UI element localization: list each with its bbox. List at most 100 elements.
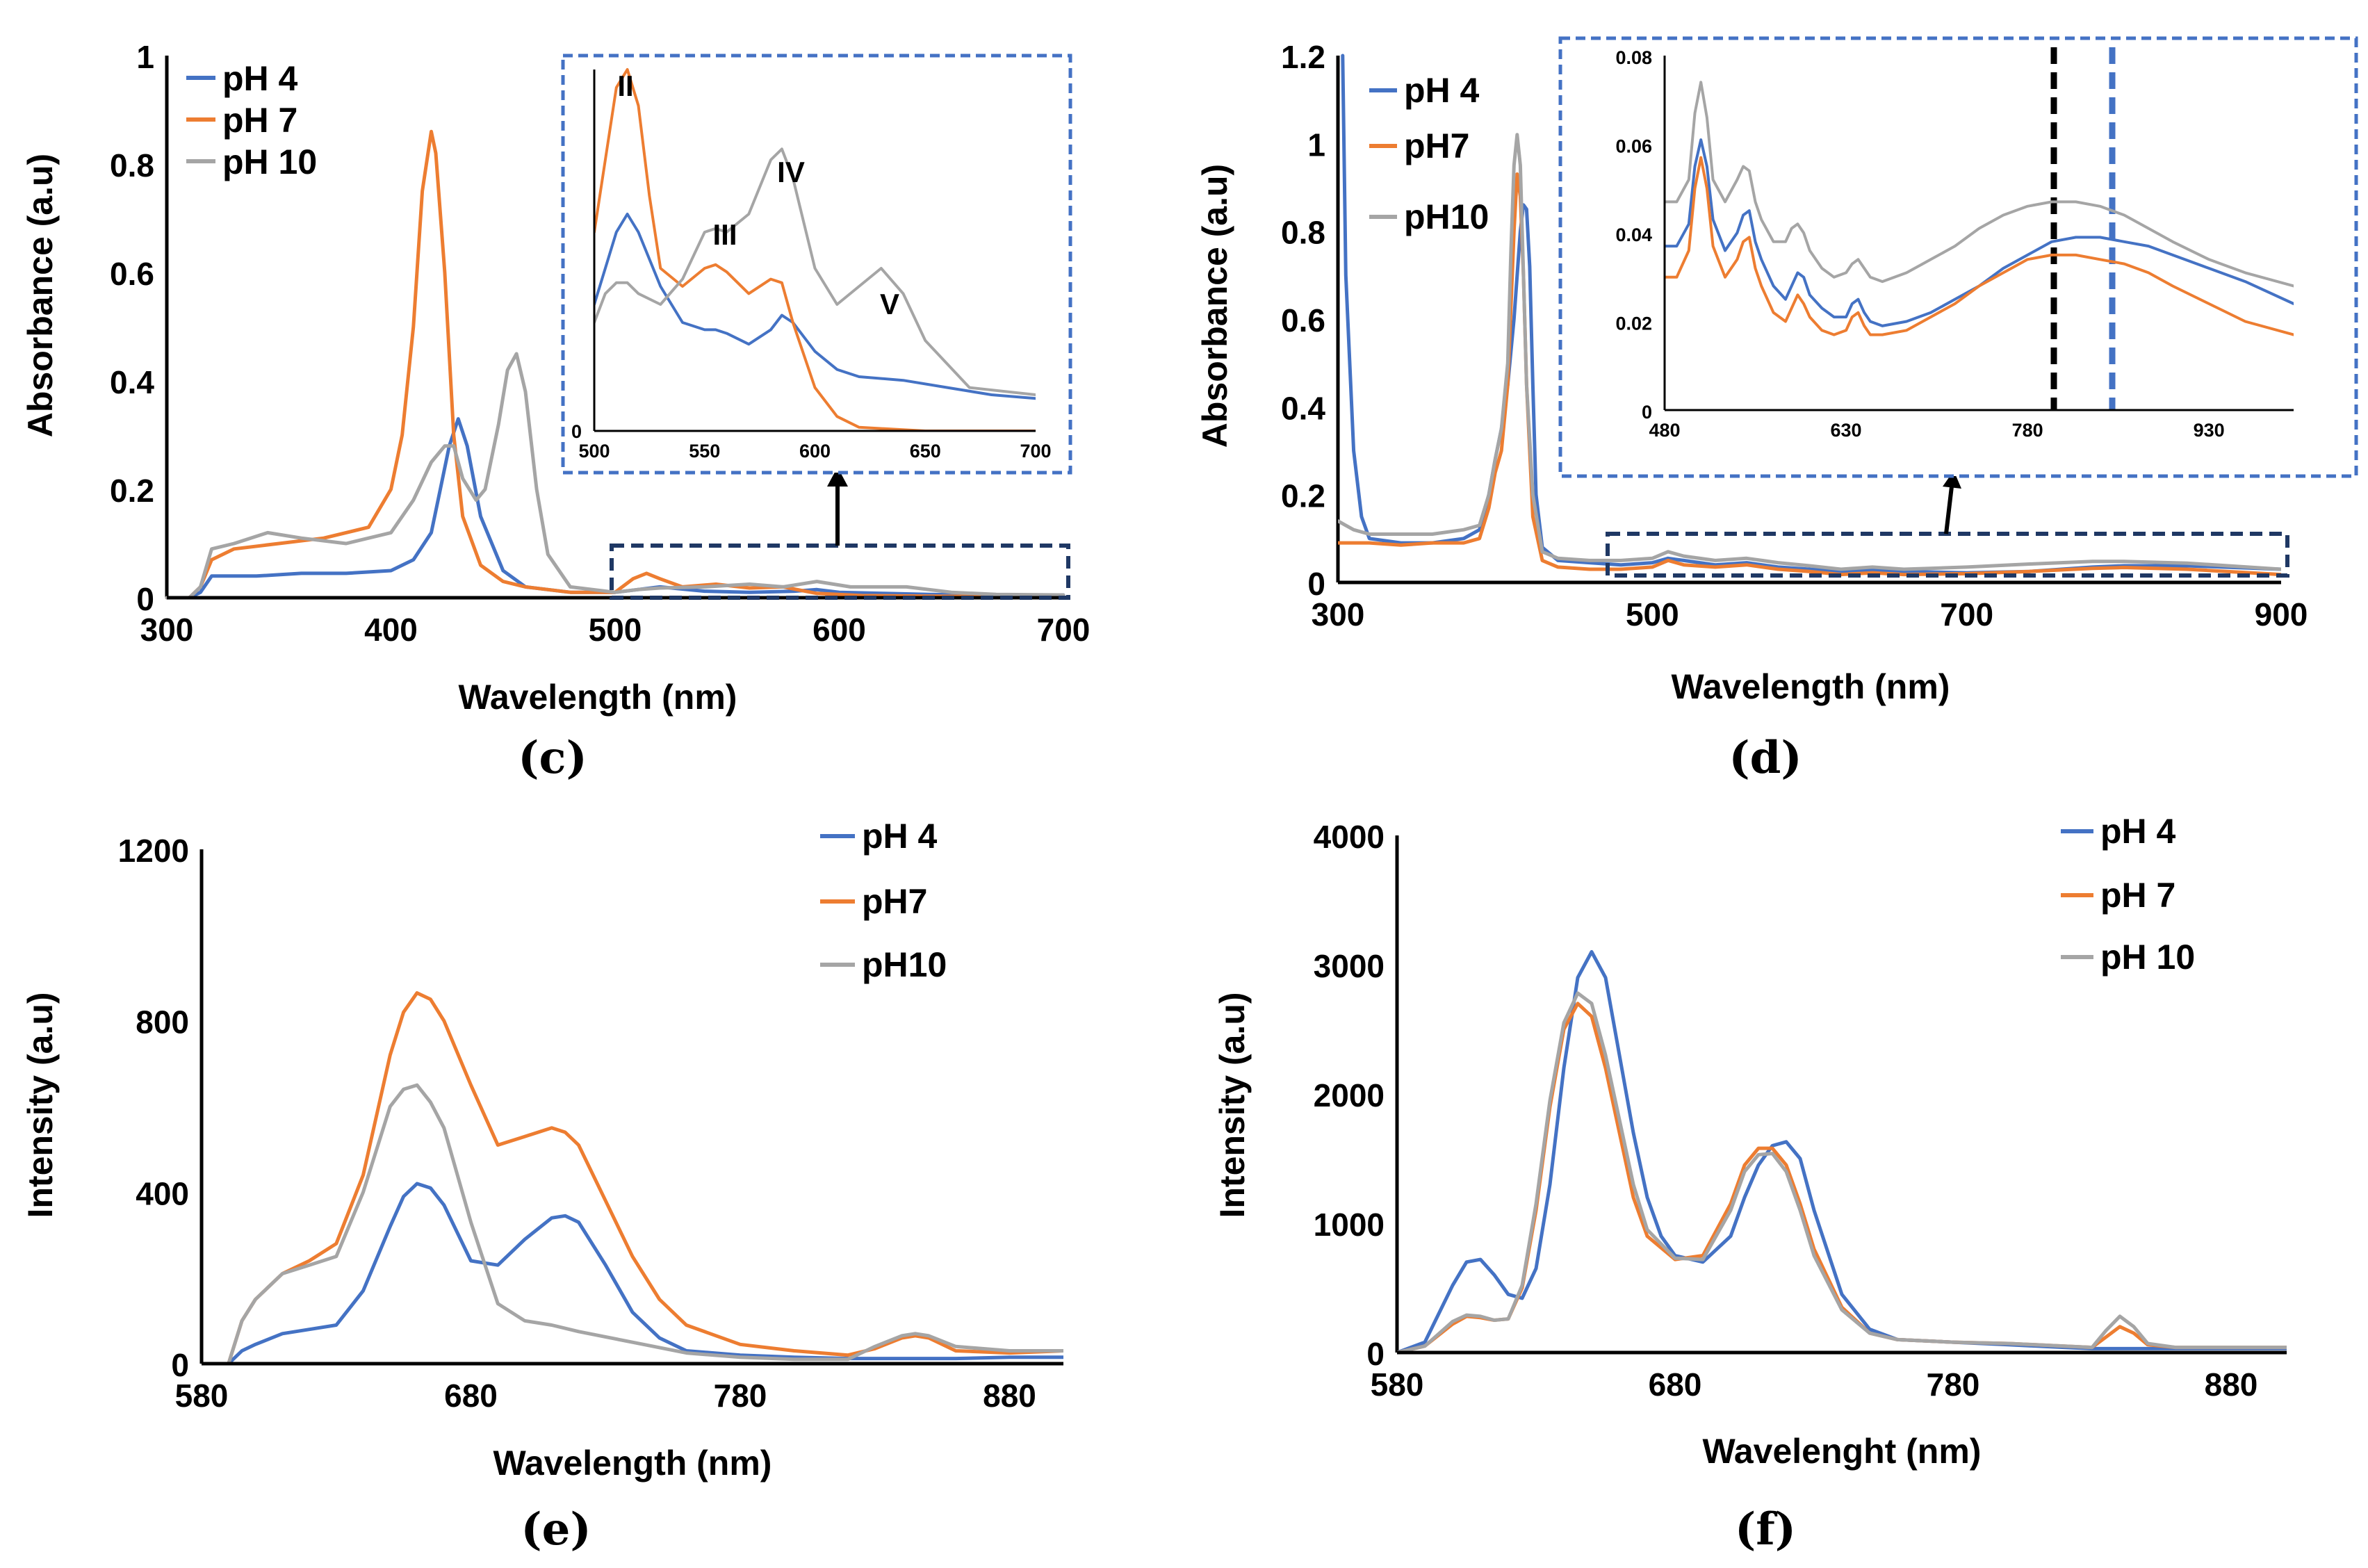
series-line-ph7 <box>1397 1002 2287 1353</box>
legend-label-ph4: pH 4 <box>2100 812 2176 851</box>
x-tick-label: 650 <box>910 441 941 462</box>
panel-d-xlabel: Wavelength (nm) <box>1672 667 1950 706</box>
x-tick-label: 300 <box>1312 596 1365 632</box>
legend-label-ph7: pH7 <box>1404 126 1469 165</box>
series-line-ph10 <box>1338 133 2281 571</box>
y-tick-label: 0.02 <box>1615 313 1652 334</box>
x-tick-label: 300 <box>140 612 194 648</box>
panel-e-legend: pH 4 pH7 pH10 <box>820 817 947 984</box>
series-line-ph10 <box>227 1083 1063 1364</box>
y-tick-label: 0.6 <box>1281 302 1325 338</box>
x-tick-label: 600 <box>813 612 866 648</box>
series-line-ph4 <box>1397 949 2287 1353</box>
panel-e-xlabel: Wavelength (nm) <box>493 1444 772 1483</box>
y-tick-label: 0.06 <box>1615 136 1652 157</box>
x-tick-label: 500 <box>578 441 610 462</box>
panel-f-legend: pH 4 pH 7 pH 10 <box>2061 812 2195 977</box>
x-tick-label: 580 <box>175 1378 229 1414</box>
legend-label-ph4: pH 4 <box>1404 71 1480 110</box>
y-tick-label: 0.4 <box>110 364 154 400</box>
panel-d-zoom-arrowhead <box>1943 471 1961 489</box>
x-tick-label: 500 <box>1626 596 1679 632</box>
y-tick-label: 1.2 <box>1281 39 1325 75</box>
series-line-ph10 <box>1665 81 2294 288</box>
y-tick-label: 2000 <box>1314 1077 1385 1113</box>
y-tick-label: 1200 <box>118 833 189 869</box>
legend-label-ph10: pH10 <box>1404 197 1489 236</box>
panel-c: Absorbance (a.u) Wavelength (nm) (c) 300… <box>21 39 1090 784</box>
panel-f-ylabel: Intensity (a.u) <box>1213 992 1252 1218</box>
y-tick-label: 0.04 <box>1615 224 1652 245</box>
panel-c-zoom-arrowhead <box>827 467 848 487</box>
x-tick-label: 630 <box>1831 420 1862 441</box>
legend-label-ph7: pH 7 <box>222 101 297 140</box>
y-tick-label: 1000 <box>1314 1207 1385 1243</box>
x-tick-label: 600 <box>799 441 831 462</box>
y-tick-label: 0 <box>136 581 154 617</box>
y-tick-label: 1 <box>136 39 154 75</box>
panel-e-ylabel: Intensity (a.u) <box>21 992 60 1218</box>
series-line-ph7 <box>594 68 1036 431</box>
x-tick-label: 480 <box>1649 420 1680 441</box>
y-tick-label: 0.2 <box>1281 478 1325 514</box>
annotation-III: III <box>712 218 737 251</box>
x-tick-label: 500 <box>589 612 642 648</box>
series-line-ph7 <box>1665 156 2294 336</box>
x-tick-label: 930 <box>2194 420 2225 441</box>
legend-label-ph10: pH 10 <box>2100 938 2195 977</box>
y-tick-label: 0 <box>171 1347 189 1383</box>
legend-label-ph4: pH 4 <box>862 817 938 856</box>
legend-label-ph10: pH 10 <box>222 142 317 181</box>
y-tick-label: 4000 <box>1314 819 1385 855</box>
series-line-ph4 <box>1665 138 2294 327</box>
panel-c-label: (c) <box>518 732 587 784</box>
legend-label-ph7: pH7 <box>862 882 927 921</box>
x-tick-label: 580 <box>1371 1366 1424 1403</box>
x-tick-label: 780 <box>2012 420 2043 441</box>
panel-f-xlabel: Wavelenght (nm) <box>1703 1432 1982 1471</box>
series-line-ph4 <box>227 1182 1063 1364</box>
x-tick-label: 780 <box>714 1378 767 1414</box>
x-tick-label: 400 <box>364 612 418 648</box>
y-tick-label: 0 <box>1642 402 1652 423</box>
annotation-IV: IV <box>777 156 805 188</box>
panel-f-label: (f) <box>1735 1503 1796 1555</box>
x-tick-label: 700 <box>1020 441 1051 462</box>
panel-d-legend: pH 4 pH7 pH10 <box>1369 71 1489 236</box>
y-tick-label: 400 <box>136 1175 189 1211</box>
x-tick-label: 700 <box>1037 612 1091 648</box>
annotation-II: II <box>617 70 633 102</box>
series-line-ph10 <box>594 147 1036 396</box>
panel-e: Intensity (a.u) Wavelength (nm) (e) 580 6… <box>21 817 1063 1555</box>
series-line-ph4 <box>594 213 1036 400</box>
x-tick-label: 900 <box>2255 596 2308 632</box>
series-line-ph4 <box>1341 54 2281 575</box>
y-tick-label: 1 <box>1307 126 1325 163</box>
series-line-ph7 <box>165 129 1065 600</box>
panel-f: Intensity (a.u) Wavelenght (nm) (f) 580 6… <box>1213 812 2287 1555</box>
y-tick-label: 0.08 <box>1615 47 1652 68</box>
x-tick-label: 680 <box>1649 1366 1702 1403</box>
y-tick-label: 0 <box>571 421 582 442</box>
series-line-ph10 <box>165 352 1065 600</box>
annotation-V: V <box>880 288 899 320</box>
y-tick-label: 0.8 <box>110 147 154 183</box>
panel-d-label: (d) <box>1729 732 1802 784</box>
legend-label-ph10: pH10 <box>862 945 947 984</box>
y-tick-label: 0.2 <box>110 473 154 509</box>
y-tick-label: 0 <box>1366 1336 1385 1372</box>
panel-e-label: (e) <box>521 1503 591 1555</box>
legend-label-ph7: pH 7 <box>2100 876 2175 915</box>
panel-c-legend: pH 4 pH 7 pH 10 <box>186 59 317 181</box>
legend-label-ph4: pH 4 <box>222 59 298 98</box>
x-tick-label: 880 <box>983 1378 1036 1414</box>
y-tick-label: 0.4 <box>1281 390 1325 426</box>
series-line-ph7 <box>227 991 1063 1364</box>
x-tick-label: 700 <box>1940 596 1993 632</box>
x-tick-label: 880 <box>2205 1366 2258 1403</box>
x-tick-label: 780 <box>1927 1366 1980 1403</box>
panel-c-ylabel: Absorbance (a.u) <box>21 154 60 437</box>
panel-d-ylabel: Absorbance (a.u) <box>1195 164 1234 448</box>
panel-d: Absorbance (a.u) Wavelength (nm) (d) 300… <box>1195 36 2358 784</box>
y-tick-label: 0 <box>1307 566 1325 602</box>
